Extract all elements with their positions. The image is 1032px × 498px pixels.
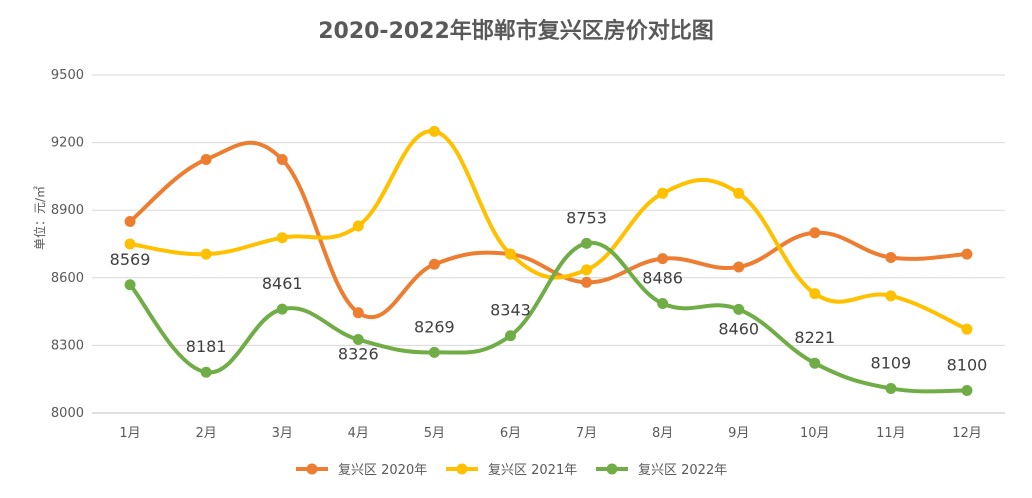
chart-title: 2020-2022年邯郸市复兴区房价对比图 (318, 18, 714, 44)
y-tick-label: 8000 (51, 406, 84, 421)
y-tick-label: 8600 (51, 271, 84, 286)
data-point (504, 248, 516, 260)
x-tick-label: 2月 (195, 426, 216, 441)
data-point (428, 125, 440, 137)
data-label: 8343 (490, 301, 531, 320)
data-point (733, 187, 745, 199)
data-point (276, 303, 288, 315)
data-point (733, 303, 745, 315)
data-point (657, 297, 669, 309)
y-tick-label: 9500 (51, 68, 84, 83)
data-point (276, 232, 288, 244)
data-label: 8269 (414, 317, 455, 336)
data-point (961, 323, 973, 335)
x-tick-label: 10月 (800, 426, 830, 441)
data-label: 8486 (642, 268, 683, 287)
series-line-0 (128, 140, 969, 320)
x-tick-label: 9月 (728, 426, 749, 441)
data-label: 8569 (110, 250, 151, 269)
data-label: 8100 (947, 355, 988, 374)
series-line-2 (128, 240, 969, 394)
data-point (352, 307, 364, 319)
y-tick-labels: 8000 8300 8600 8900 9200 9500 (51, 68, 84, 421)
data-points (124, 125, 973, 396)
series-line-1 (128, 129, 969, 332)
x-tick-label: 3月 (272, 426, 293, 441)
data-point (733, 261, 745, 273)
data-point (581, 237, 593, 249)
x-tick-label: 7月 (576, 426, 597, 441)
x-tick-label: 12月 (952, 426, 982, 441)
data-label: 8461 (262, 274, 303, 293)
data-point (200, 154, 212, 165)
data-point (124, 215, 136, 227)
legend-marker-2 (606, 463, 618, 475)
data-point (885, 382, 897, 394)
legend: 复兴区 2020年 复兴区 2021年 复兴区 2022年 (296, 463, 727, 478)
y-axis-label: 单位：元/㎡ (32, 186, 47, 250)
series-lines (128, 129, 969, 394)
data-point (885, 252, 897, 264)
data-label: 8221 (794, 328, 835, 347)
data-point (809, 288, 821, 300)
legend-label-2: 复兴区 2022年 (638, 463, 727, 478)
data-point (200, 248, 212, 260)
data-label: 8326 (338, 345, 379, 364)
legend-label-1: 复兴区 2021年 (488, 463, 577, 478)
data-point (124, 238, 136, 250)
data-point (961, 248, 973, 260)
legend-marker-1 (456, 463, 468, 475)
data-point (961, 384, 973, 396)
data-point (428, 258, 440, 270)
x-tick-label: 6月 (500, 426, 521, 441)
legend-label-0: 复兴区 2020年 (338, 463, 427, 478)
legend-marker-0 (306, 463, 318, 475)
x-tick-labels: 1月 2月 3月 4月 5月 6月 7月 8月 9月 10月 11月 12月 (119, 426, 981, 441)
data-point (504, 330, 516, 342)
x-tick-label: 5月 (424, 426, 445, 441)
data-labels: 8569 8181 8461 8326 8269 8343 8753 8486 8460 8221… (110, 208, 988, 374)
data-point (809, 357, 821, 369)
data-point (428, 346, 440, 358)
x-tick-label: 11月 (876, 426, 906, 441)
data-point (657, 187, 669, 199)
data-label: 8460 (718, 319, 759, 338)
data-point (200, 366, 212, 378)
data-point (885, 290, 897, 302)
data-point (352, 334, 364, 346)
data-label: 8181 (186, 337, 227, 356)
data-point (581, 276, 593, 288)
y-tick-label: 8900 (51, 203, 84, 218)
data-point (809, 227, 821, 239)
x-tick-label: 8月 (652, 426, 673, 441)
data-point (352, 220, 364, 232)
y-tick-label: 8300 (51, 338, 84, 353)
x-tick-label: 4月 (348, 426, 369, 441)
data-point (657, 253, 669, 265)
data-point (581, 264, 593, 276)
data-point (124, 279, 136, 291)
data-label: 8753 (566, 208, 607, 227)
data-point (276, 154, 288, 165)
data-label: 8109 (871, 353, 912, 372)
x-tick-label: 1月 (119, 426, 140, 441)
y-tick-label: 9200 (51, 136, 84, 151)
